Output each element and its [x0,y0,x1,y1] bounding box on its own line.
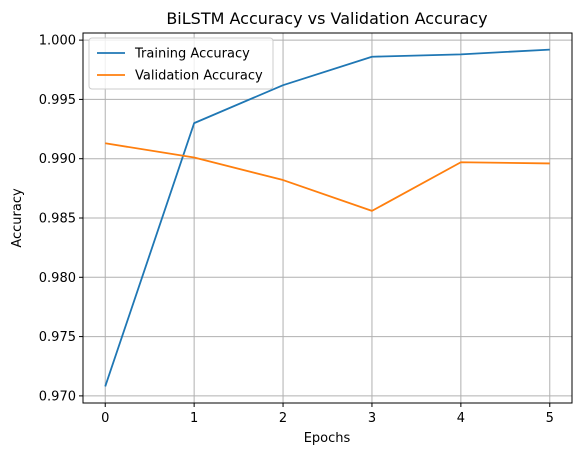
legend-label: Validation Accuracy [135,69,263,84]
grid [83,33,572,403]
x-tick-label: 4 [457,411,465,426]
x-tick-label: 2 [279,411,287,426]
chart-title: BiLSTM Accuracy vs Validation Accuracy [166,9,487,28]
y-tick-label: 0.980 [39,271,76,286]
series-layer [104,48,550,387]
x-axis: 0 1 2 3 4 5 [101,403,554,426]
x-tick-label: 0 [101,411,109,426]
y-tick-label: 1.000 [39,34,76,49]
series-line-validation-accuracy [105,142,550,212]
x-tick-label: 5 [546,411,554,426]
series-line-training-accuracy [104,48,550,387]
y-tick-label: 0.995 [39,93,76,108]
y-tick-label: 0.970 [39,389,76,404]
y-axis-label: Accuracy [10,188,25,248]
legend-box [88,37,274,90]
x-tick-label: 3 [368,411,376,426]
legend: Training Accuracy Validation Accuracy [88,37,274,90]
x-tick-label: 1 [190,411,198,426]
y-tick-label: 0.985 [39,212,76,227]
y-tick-label: 0.990 [39,152,76,167]
y-tick-label: 0.975 [39,330,76,345]
y-axis: 0.970 0.975 0.980 0.985 0.990 0.995 1.000 [39,34,83,404]
x-axis-label: Epochs [304,431,351,446]
legend-label: Training Accuracy [134,47,250,62]
